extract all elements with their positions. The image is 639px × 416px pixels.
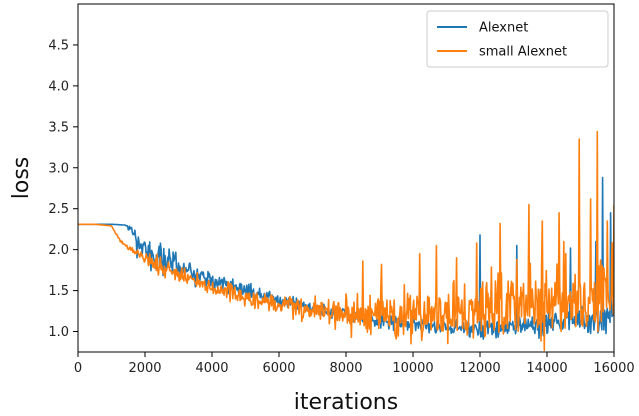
x-tick-label: 14000 bbox=[526, 361, 567, 376]
y-tick-label: 2.0 bbox=[48, 243, 69, 258]
x-tick-label: 10000 bbox=[392, 361, 433, 376]
x-tick-label: 16000 bbox=[593, 361, 634, 376]
legend: Alexnet small Alexnet bbox=[426, 10, 609, 68]
x-tick-label: 4000 bbox=[195, 361, 228, 376]
legend-label: small Alexnet bbox=[479, 45, 567, 60]
axes-layer: 0 2000 4000 6000 8000 10000 12000 14000 16000 1.0… bbox=[9, 3, 635, 415]
x-tick-label: 8000 bbox=[329, 361, 362, 376]
y-tick-label: 3.5 bbox=[48, 120, 69, 135]
y-tick-label: 4.5 bbox=[48, 38, 69, 53]
x-tick-label: 0 bbox=[74, 361, 82, 376]
legend-label: Alexnet bbox=[479, 21, 528, 36]
y-tick-label: 3.0 bbox=[48, 161, 69, 176]
y-tick-label: 2.5 bbox=[48, 202, 69, 217]
y-tick-label: 1.0 bbox=[48, 325, 69, 340]
x-axis-title: iterations bbox=[294, 390, 398, 415]
series-line-small-alexnet bbox=[78, 130, 614, 352]
x-tick-label: 6000 bbox=[262, 361, 295, 376]
y-axis-title: loss bbox=[9, 157, 34, 200]
y-tick-label: 1.5 bbox=[48, 284, 69, 299]
legend-box bbox=[426, 10, 609, 68]
plot-layer bbox=[78, 130, 614, 352]
x-tick-label: 2000 bbox=[128, 361, 161, 376]
y-tick-label: 4.0 bbox=[48, 79, 69, 94]
x-tick-label: 12000 bbox=[459, 361, 500, 376]
